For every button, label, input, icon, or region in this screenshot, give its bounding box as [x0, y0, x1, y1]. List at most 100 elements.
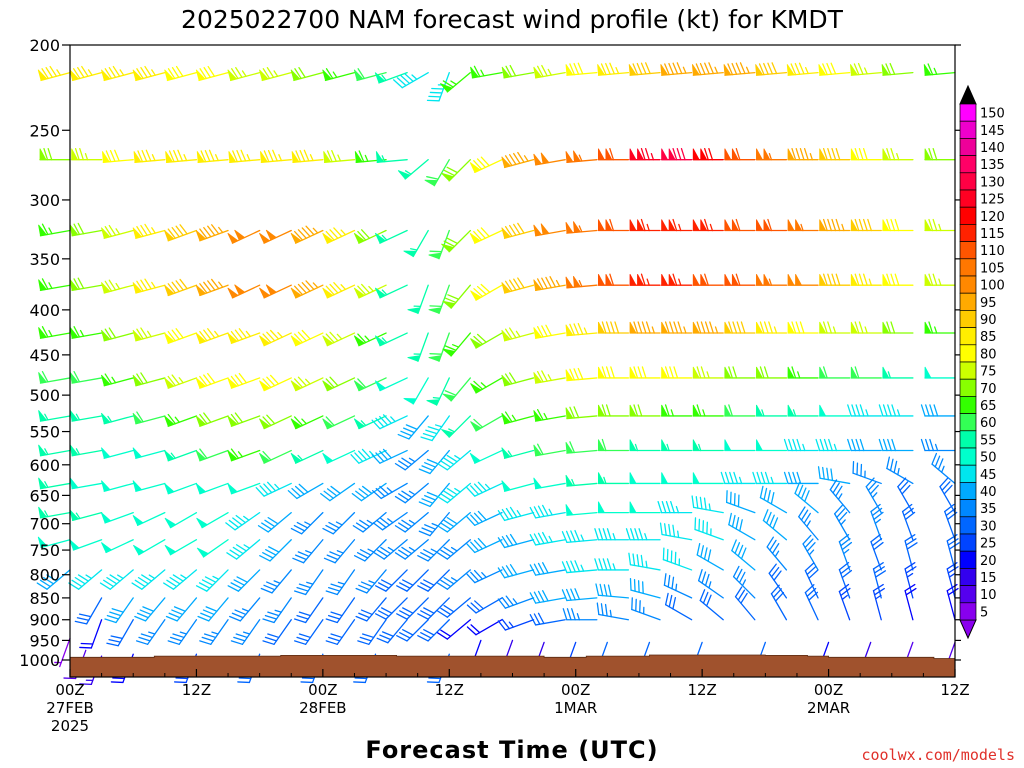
wind-barb: [287, 482, 324, 500]
colorbar-label: 60: [980, 416, 997, 431]
x-tick-label: 00Z: [814, 681, 843, 699]
wind-barb: [436, 597, 472, 618]
wind-barb: [132, 480, 166, 492]
wind-barb: [375, 597, 408, 620]
wind-barb: [872, 583, 885, 621]
wind-barb: [470, 283, 503, 301]
wind-barb: [923, 63, 956, 76]
wind-barb: [69, 65, 103, 82]
wind-barb: [322, 449, 356, 464]
wind-barb: [565, 504, 598, 516]
wind-barb: [441, 159, 472, 182]
wind-barb: [865, 477, 882, 514]
wind-barb: [755, 439, 788, 452]
colorbar-label: 150: [980, 107, 1005, 122]
wind-barb: [724, 366, 756, 379]
colorbar-label: 100: [980, 279, 1005, 294]
wind-barb: [629, 439, 661, 452]
colorbar-swatch: [959, 516, 977, 535]
wind-barb: [37, 65, 71, 82]
x-tick-label: 2MAR: [807, 699, 850, 717]
wind-barb: [357, 619, 387, 645]
wind-barb: [660, 62, 693, 76]
wind-barb: [768, 563, 788, 599]
wind-barb: [403, 229, 429, 258]
wind-barb: [565, 322, 598, 337]
wind-barb: [38, 506, 71, 519]
wind-barb: [290, 511, 324, 535]
wind-barb: [787, 274, 819, 286]
wind-barb: [165, 597, 198, 622]
wind-barb: [533, 64, 566, 79]
wind-barb: [878, 438, 914, 452]
wind-barb: [195, 278, 229, 297]
wind-barb: [372, 511, 408, 531]
colorbar-swatch: [959, 275, 977, 294]
wind-barb: [533, 324, 566, 339]
wind-barb: [132, 223, 166, 239]
wind-barb: [850, 218, 882, 232]
x-tick-label: 2025: [51, 717, 89, 735]
colorbar-label: 55: [980, 433, 997, 448]
wind-barb: [38, 223, 71, 237]
wind-barb: [195, 569, 229, 592]
wind-barb: [723, 62, 756, 76]
credit-link[interactable]: coolwx.com/models: [861, 746, 1015, 764]
wind-barb: [731, 539, 756, 571]
wind-barb: [787, 321, 819, 334]
wind-barb: [662, 547, 693, 571]
wind-barb: [436, 539, 472, 560]
colorbar-swatch: [959, 585, 977, 604]
wind-barb: [529, 612, 566, 626]
wind-barb: [466, 619, 503, 636]
wind-barb: [38, 444, 71, 457]
wind-barb: [436, 619, 472, 640]
wind-barb: [501, 447, 535, 459]
wind-barb: [629, 273, 661, 286]
y-tick-label: 250: [29, 121, 60, 140]
wind-barb: [195, 448, 229, 462]
wind-barb: [561, 560, 598, 574]
wind-barb: [100, 511, 134, 524]
colorbar-label: 10: [980, 588, 997, 603]
wind-barb: [227, 372, 261, 389]
wind-barb: [657, 500, 693, 514]
wind-barb: [565, 221, 598, 234]
wind-barb: [818, 366, 851, 379]
wind-barb: [755, 274, 788, 286]
wind-barb: [561, 588, 598, 602]
wind-barb: [322, 376, 356, 392]
wind-barb: [501, 277, 535, 294]
wind-barb: [290, 376, 324, 392]
colorbar-swatch: [959, 361, 977, 380]
colorbar-swatch: [959, 464, 977, 483]
wind-barb: [417, 569, 450, 592]
wind-barb: [101, 65, 134, 82]
wind-barb: [195, 482, 229, 495]
wind-barb: [886, 456, 914, 485]
wind-barb: [597, 273, 630, 286]
x-axis-label: Forecast Time (UTC): [365, 736, 658, 764]
wind-barb: [759, 485, 788, 514]
wind-barb: [629, 148, 661, 161]
wind-barb: [396, 569, 429, 592]
wind-barb: [353, 229, 387, 244]
wind-barb: [732, 565, 756, 599]
wind-barb: [469, 227, 503, 244]
colorbar-swatch: [959, 241, 977, 260]
wind-barb: [322, 415, 356, 430]
wind-barb: [292, 539, 324, 564]
wind-barb: [533, 408, 566, 422]
wind-barb: [660, 439, 693, 452]
wind-barb: [533, 477, 566, 490]
wind-barb: [393, 71, 429, 89]
wind-barb: [597, 218, 630, 232]
wind-barb: [838, 583, 851, 621]
wind-barb: [787, 404, 819, 417]
wind-barb: [227, 328, 261, 344]
colorbar-swatch: [959, 430, 977, 449]
wind-barb: [529, 562, 566, 576]
wind-barb: [259, 229, 292, 244]
wind-barb: [227, 284, 261, 299]
